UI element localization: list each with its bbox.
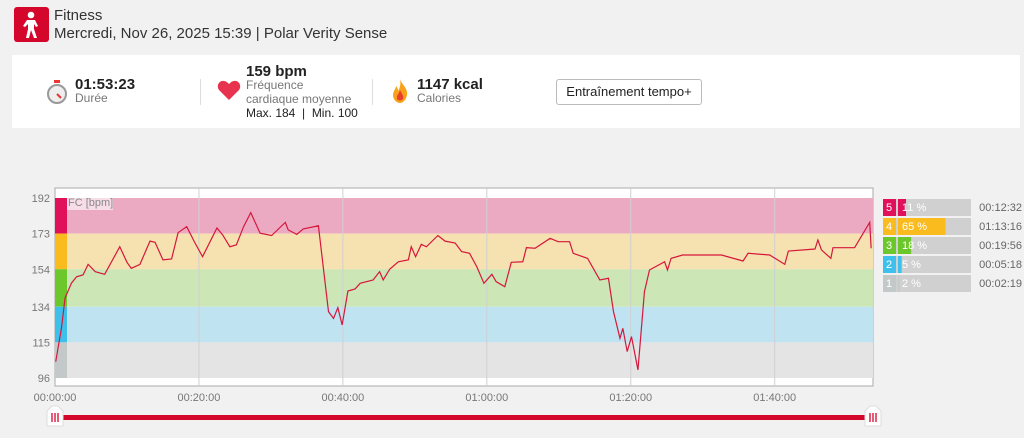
divider [200,79,201,105]
zone-number-bg-3 [883,237,896,254]
zone-band-2 [55,306,873,343]
zone-number-bg-4 [883,218,896,235]
zone-marker-3 [55,269,67,307]
zone-number: 3 [886,240,892,252]
zone-bar-track-5 [883,199,971,216]
flame-icon [390,78,410,109]
fitness-person-icon [14,7,49,42]
calories-value: 1147 kcal [417,76,483,93]
zone-number-bg-5 [883,199,896,216]
zone-marker-1 [55,342,67,378]
series-label: FC [bpm] [68,197,113,209]
zone-percent: 5 % [902,259,921,271]
zone-bar-fill-4 [898,218,946,235]
summary-panel [12,55,1020,128]
zone-bar-fill-1 [898,275,900,292]
zone-band-1 [55,342,873,378]
x-tick-label: 00:20:00 [178,392,221,404]
series-label-bg [67,195,113,210]
zone-bar-fill-5 [898,199,907,216]
zone-bar-track-1 [883,275,971,292]
heart-icon [217,79,241,106]
zone-duration: 00:05:18 [979,259,1022,271]
zone-band-5 [55,198,873,234]
zone-percent: 65 % [902,221,927,233]
avg-hr-value: 159 bpm [246,63,307,80]
sport-title: Fitness [54,7,103,24]
zone-duration: 00:12:32 [979,202,1022,214]
zone-marker-4 [55,233,67,270]
zone-number: 4 [886,221,892,233]
zone-band-4 [55,233,873,270]
zone-number: 5 [886,202,892,214]
y-tick-label: 192 [32,193,50,205]
zone-percent: 11 % [902,202,926,214]
avg-hr-label: Fréquence [246,78,304,92]
y-tick-label: 115 [32,337,50,349]
x-tick-label: 01:40:00 [753,392,796,404]
x-tick-label: 01:20:00 [609,392,652,404]
stopwatch-icon [46,80,68,109]
x-tick-label: 01:00:00 [465,392,508,404]
hr-max-min: Max. 184 | Min. 100 [246,106,358,120]
avg-hr-label-2: cardiaque moyenne [246,92,352,106]
zone-number: 2 [886,259,892,271]
session-subtitle: Mercredi, Nov 26, 2025 15:39 | Polar Ver… [54,25,388,42]
heart-rate-line [55,211,872,371]
x-tick-label: 00:00:00 [34,392,77,404]
zone-percent: 2 % [902,278,921,290]
zone-number: 1 [886,278,892,290]
duration-value: 01:53:23 [75,76,136,93]
x-tick-label: 00:40:00 [321,392,364,404]
zone-percent: 18 % [902,240,927,252]
zone-band-3 [55,269,873,307]
zone-bar-fill-3 [898,237,912,254]
training-benefit-button[interactable]: Entraînement tempo+ [556,79,702,105]
zone-bar-track-2 [883,256,971,273]
y-tick-label: 173 [32,229,50,241]
zone-number-bg-2 [883,256,896,273]
y-tick-label: 154 [32,264,50,276]
zone-duration: 00:19:56 [979,240,1022,252]
calories-label: Calories [417,91,462,105]
divider [372,79,373,105]
y-tick-label: 96 [38,373,50,385]
zone-duration: 01:13:16 [979,221,1022,233]
range-slider-track[interactable] [55,415,873,420]
zone-marker-2 [55,306,67,343]
zone-marker-5 [55,198,67,234]
duration-label: Durée [75,91,108,105]
zone-bar-fill-2 [898,256,902,273]
zone-number-bg-1 [883,275,896,292]
zone-duration: 00:02:19 [979,278,1022,290]
y-tick-label: 134 [32,302,50,314]
